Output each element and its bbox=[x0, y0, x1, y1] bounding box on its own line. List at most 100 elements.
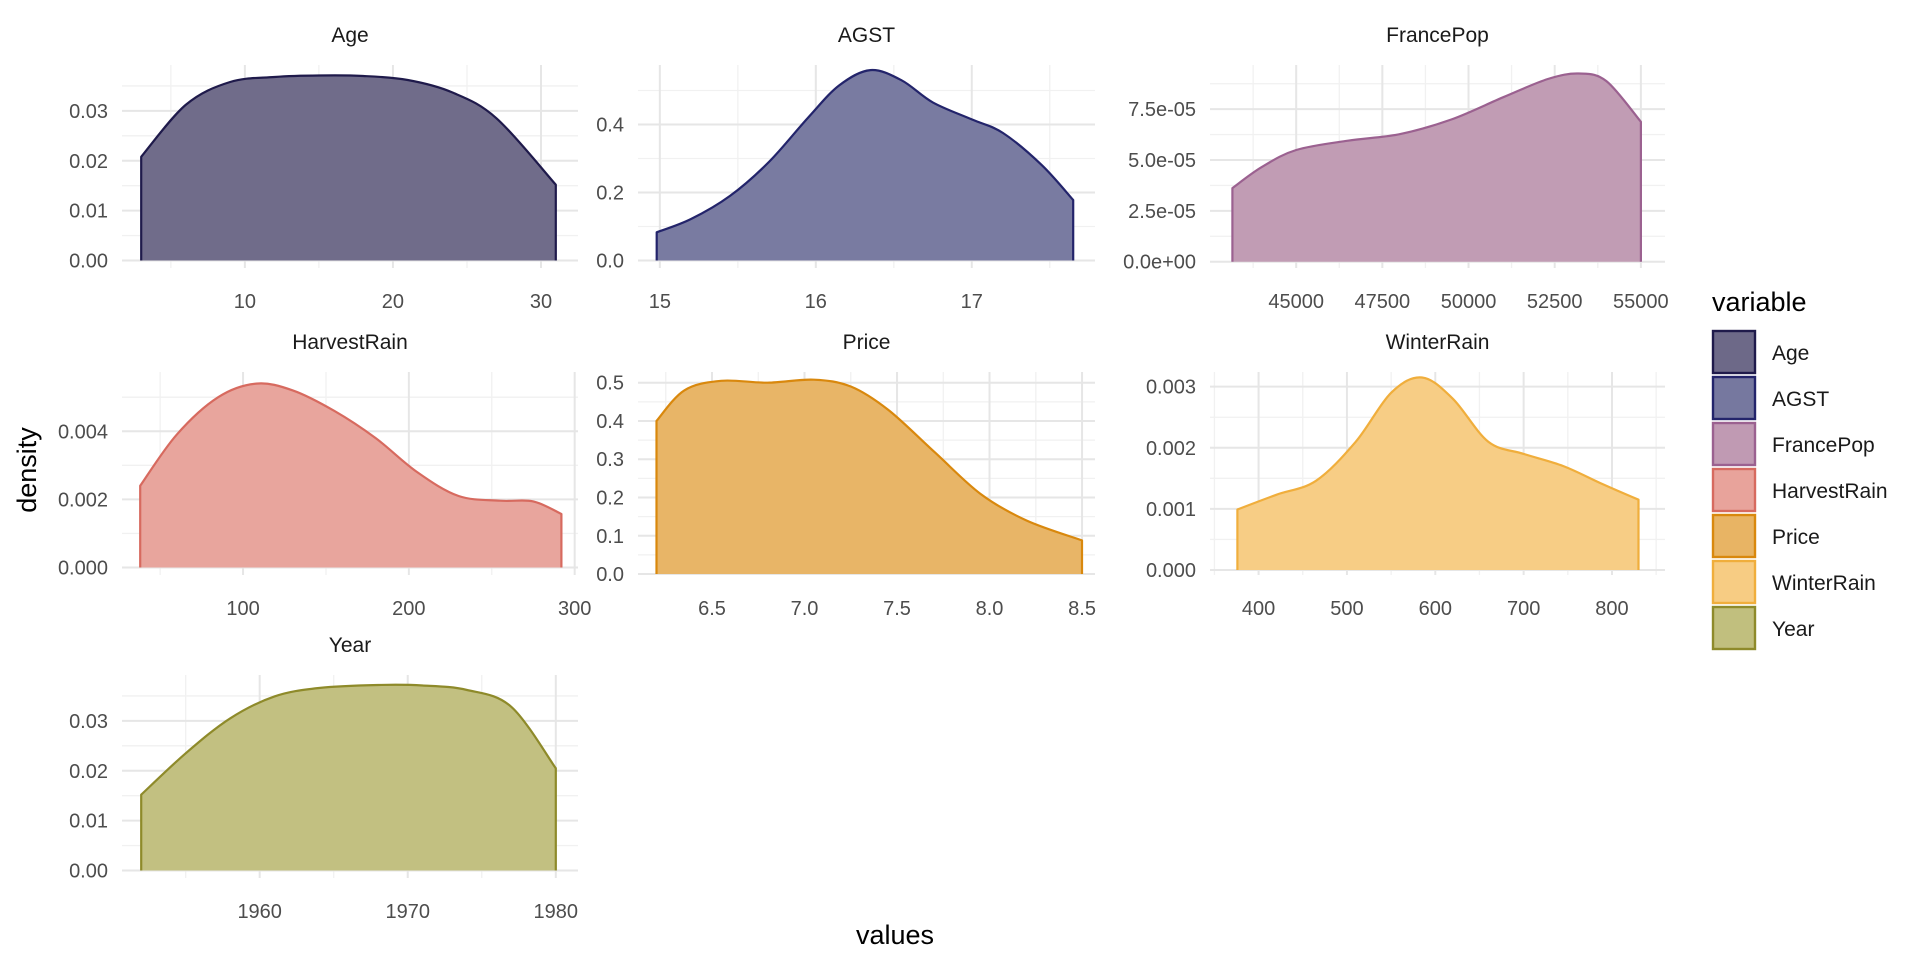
density-line-agst bbox=[655, 68, 1075, 261]
density-area-price bbox=[656, 379, 1082, 574]
y-tick-label: 0.002 bbox=[1146, 438, 1196, 460]
y-tick-label: 2.5e-05 bbox=[1128, 201, 1196, 223]
legend-label-francepop: FrancePop bbox=[1772, 434, 1875, 457]
x-tick-label: 400 bbox=[1242, 598, 1275, 620]
facet-panels: Age 10 20 30 0.00 0.01 0.02 0.03 AGST 15 16 17 0.0 0.… bbox=[58, 24, 1669, 923]
y-tick-label: 0.4 bbox=[596, 411, 624, 433]
density-area-harvestrain bbox=[140, 383, 562, 568]
density-area-age bbox=[141, 75, 556, 261]
x-tick-label: 1960 bbox=[237, 901, 282, 923]
density-area-year bbox=[141, 684, 556, 871]
x-tick-label: 600 bbox=[1419, 598, 1452, 620]
legend-item-agst: AGST bbox=[1711, 375, 1829, 421]
x-axis-title: values bbox=[856, 920, 934, 950]
legend-key-year bbox=[1711, 605, 1757, 651]
x-tick-label: 8.0 bbox=[976, 598, 1004, 620]
y-tick-label: 0.02 bbox=[69, 151, 108, 173]
y-tick-label: 0.02 bbox=[69, 761, 108, 783]
density-line-winterrain bbox=[1236, 376, 1640, 570]
facet-label-agst: AGST bbox=[838, 24, 895, 47]
facet-label-francepop: FrancePop bbox=[1386, 24, 1489, 47]
y-tick-label: 0.3 bbox=[596, 449, 624, 471]
x-tick-label: 800 bbox=[1595, 598, 1628, 620]
legend-label-winterrain: WinterRain bbox=[1772, 572, 1876, 595]
facet-label-price: Price bbox=[843, 331, 891, 354]
y-tick-label: 0.1 bbox=[596, 526, 624, 548]
x-tick-label: 1980 bbox=[534, 901, 579, 923]
panel-agst: AGST 15 16 17 0.0 0.2 0.4 bbox=[596, 24, 1095, 313]
y-tick-label: 0.002 bbox=[58, 489, 108, 511]
y-tick-label: 0.0 bbox=[596, 564, 624, 586]
legend-label-price: Price bbox=[1772, 526, 1820, 549]
legend-label-harvestrain: HarvestRain bbox=[1772, 480, 1888, 503]
legend: variable Age AGST FrancePop HarvestRain Pric… bbox=[1711, 287, 1888, 651]
x-tick-label: 50000 bbox=[1441, 291, 1497, 313]
legend-item-year: Year bbox=[1711, 605, 1814, 651]
x-tick-label: 55000 bbox=[1613, 291, 1669, 313]
y-tick-label: 0.2 bbox=[596, 488, 624, 510]
legend-item-francepop: FrancePop bbox=[1711, 421, 1875, 467]
legend-item-winterrain: WinterRain bbox=[1711, 559, 1876, 605]
y-tick-label: 0.003 bbox=[1146, 377, 1196, 399]
facet-label-year: Year bbox=[329, 634, 371, 657]
panel-year: Year 1960 1970 1980 0.00 0.01 0.02 0.03 bbox=[69, 634, 578, 923]
y-tick-label: 0.5 bbox=[596, 373, 624, 395]
x-tick-label: 45000 bbox=[1268, 291, 1324, 313]
legend-item-age: Age bbox=[1711, 329, 1809, 375]
x-tick-label: 15 bbox=[649, 291, 671, 313]
legend-key-francepop bbox=[1711, 421, 1757, 467]
panel-winterrain: WinterRain 400 500 600 700 800 0.000 0.001 0.002… bbox=[1146, 331, 1665, 620]
x-tick-label: 20 bbox=[382, 291, 404, 313]
legend-key-winterrain bbox=[1711, 559, 1757, 605]
x-tick-label: 7.5 bbox=[883, 598, 911, 620]
x-tick-label: 16 bbox=[805, 291, 827, 313]
x-tick-label: 17 bbox=[961, 291, 983, 313]
panel-price: Price 6.5 7.0 7.5 8.0 8.5 0.0 0.1 0.2 0.3 0.4 0.5 bbox=[596, 331, 1096, 620]
x-tick-label: 500 bbox=[1330, 598, 1363, 620]
x-tick-label: 7.0 bbox=[791, 598, 819, 620]
legend-item-harvestrain: HarvestRain bbox=[1711, 467, 1888, 513]
y-axis-title: density bbox=[12, 427, 42, 513]
legend-key-agst bbox=[1711, 375, 1757, 421]
legend-label-agst: AGST bbox=[1772, 388, 1829, 411]
x-tick-label: 700 bbox=[1507, 598, 1540, 620]
legend-item-price: Price bbox=[1711, 513, 1820, 559]
y-tick-label: 0.0 bbox=[596, 251, 624, 273]
x-tick-label: 6.5 bbox=[698, 598, 726, 620]
facet-label-harvestrain: HarvestRain bbox=[292, 331, 408, 354]
y-tick-label: 0.03 bbox=[69, 101, 108, 123]
panel-harvestrain: HarvestRain 100 200 300 0.000 0.002 0.004 bbox=[58, 331, 591, 620]
density-line-francepop bbox=[1231, 72, 1642, 262]
density-area-winterrain bbox=[1237, 377, 1639, 570]
y-tick-label: 7.5e-05 bbox=[1128, 99, 1196, 121]
legend-label-age: Age bbox=[1772, 342, 1809, 365]
y-tick-label: 0.03 bbox=[69, 711, 108, 733]
x-tick-label: 300 bbox=[558, 598, 591, 620]
density-line-price bbox=[655, 378, 1084, 574]
density-area-francepop bbox=[1232, 73, 1641, 262]
density-area-agst bbox=[656, 70, 1074, 261]
y-tick-label: 0.000 bbox=[58, 558, 108, 580]
x-tick-label: 100 bbox=[226, 598, 259, 620]
density-line-harvestrain bbox=[139, 382, 563, 568]
y-tick-label: 0.2 bbox=[596, 183, 624, 205]
y-tick-label: 0.00 bbox=[69, 861, 108, 883]
x-tick-label: 52500 bbox=[1527, 291, 1583, 313]
x-tick-label: 10 bbox=[234, 291, 256, 313]
x-tick-label: 200 bbox=[392, 598, 425, 620]
x-tick-label: 1970 bbox=[385, 901, 430, 923]
facet-label-winterrain: WinterRain bbox=[1386, 331, 1490, 354]
panel-age: Age 10 20 30 0.00 0.01 0.02 0.03 bbox=[69, 24, 578, 313]
legend-key-price bbox=[1711, 513, 1757, 559]
x-tick-label: 8.5 bbox=[1068, 598, 1096, 620]
legend-label-year: Year bbox=[1772, 618, 1814, 641]
x-tick-label: 30 bbox=[530, 291, 552, 313]
y-tick-label: 0.0e+00 bbox=[1123, 252, 1196, 274]
density-line-age bbox=[140, 74, 557, 261]
panel-francepop: FrancePop 45000 47500 50000 52500 55000 0.0e+0… bbox=[1123, 24, 1669, 313]
y-tick-label: 0.00 bbox=[69, 251, 108, 273]
legend-title: variable bbox=[1712, 287, 1807, 317]
legend-key-harvestrain bbox=[1711, 467, 1757, 513]
facet-label-age: Age bbox=[331, 24, 368, 47]
